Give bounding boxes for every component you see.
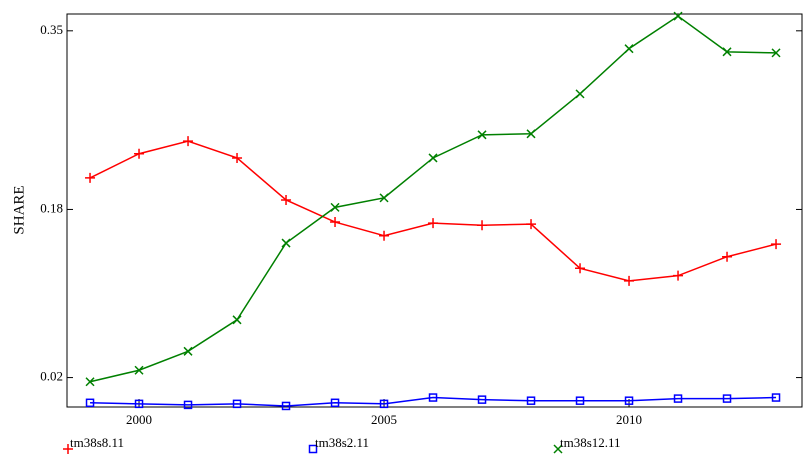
point xyxy=(477,395,487,404)
y-tick-label: 0.02 xyxy=(40,369,63,384)
legend-marker xyxy=(308,444,318,454)
point xyxy=(330,202,340,212)
point xyxy=(575,89,585,99)
point xyxy=(330,398,340,408)
point xyxy=(428,393,438,402)
point xyxy=(281,401,291,411)
line xyxy=(89,140,777,282)
x-tick-label: 2000 xyxy=(126,412,152,427)
point xyxy=(526,219,537,230)
point xyxy=(379,399,389,409)
x-tick-label: 2005 xyxy=(371,412,397,427)
point xyxy=(134,399,144,409)
y-tick-label: 0.35 xyxy=(40,22,63,37)
point xyxy=(526,129,536,139)
point xyxy=(232,152,243,163)
point xyxy=(281,194,292,205)
legend-label: tm38s2.11 xyxy=(315,435,369,450)
point xyxy=(232,399,242,409)
legend-marker xyxy=(553,444,563,454)
y-axis-label: SHARE xyxy=(11,185,27,234)
point xyxy=(477,220,488,231)
point xyxy=(673,11,683,21)
point xyxy=(771,239,782,250)
point xyxy=(722,394,732,403)
point xyxy=(624,275,635,286)
point xyxy=(624,44,634,54)
point xyxy=(771,48,781,58)
point xyxy=(722,251,733,262)
point xyxy=(183,400,193,410)
line xyxy=(89,15,777,383)
point xyxy=(379,193,389,203)
point xyxy=(232,315,242,325)
legend-label: tm38s12.11 xyxy=(560,435,621,450)
point xyxy=(624,396,634,405)
point xyxy=(183,346,193,356)
point xyxy=(134,365,144,375)
point xyxy=(673,394,683,403)
point xyxy=(673,270,684,281)
point xyxy=(477,130,487,140)
point xyxy=(575,263,586,274)
point xyxy=(771,393,781,402)
point xyxy=(183,136,194,147)
legend-label: tm38s8.11 xyxy=(70,435,124,450)
point xyxy=(85,398,95,408)
point xyxy=(379,230,390,241)
point xyxy=(526,396,536,405)
point xyxy=(428,218,439,229)
y-tick-label: 0.18 xyxy=(40,200,63,215)
point xyxy=(85,172,96,183)
point xyxy=(575,396,585,405)
point xyxy=(330,217,341,228)
legend-marker xyxy=(63,444,73,454)
point xyxy=(281,238,291,248)
x-tick-label: 2010 xyxy=(616,412,642,427)
point xyxy=(85,377,95,387)
line xyxy=(90,396,777,407)
plot-frame xyxy=(66,13,803,408)
point xyxy=(722,47,732,57)
point xyxy=(428,153,438,163)
point xyxy=(134,148,145,159)
